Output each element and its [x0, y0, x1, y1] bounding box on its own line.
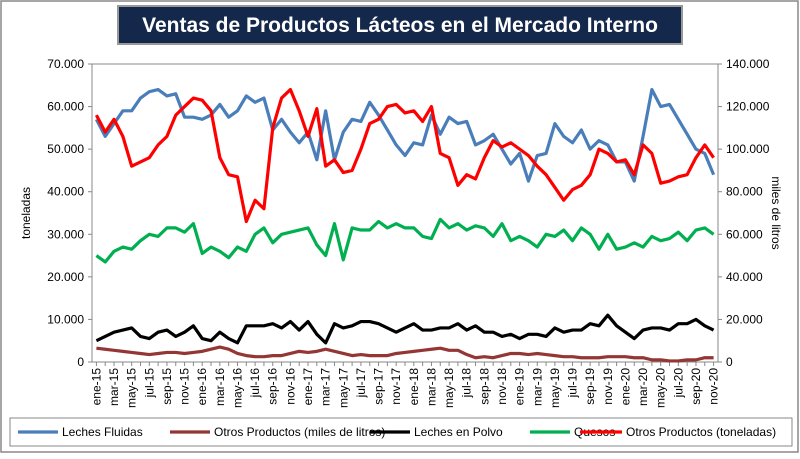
x-tick-label: ene-20	[618, 368, 632, 406]
y2-tick-label: 40.000	[726, 270, 763, 284]
y-tick-label: 20.000	[47, 270, 84, 284]
x-tick-label: jul-16	[248, 368, 262, 399]
x-tick-label: may-17	[336, 368, 350, 408]
x-tick-label: sep-15	[160, 368, 174, 405]
x-tick-label: mar-19	[530, 368, 544, 406]
legend-label: Leches en Polvo	[414, 425, 503, 439]
x-tick-label: may-15	[125, 368, 139, 408]
x-tick-label: ene-15	[89, 368, 103, 406]
x-tick-label: may-16	[230, 368, 244, 408]
y-tick-label: 70.000	[47, 57, 84, 71]
x-tick-label: mar-20	[636, 368, 650, 406]
x-tick-label: ene-17	[301, 368, 315, 406]
x-tick-label: nov-18	[495, 368, 509, 405]
y2-tick-label: 100.000	[726, 142, 770, 156]
x-tick-label: mar-17	[319, 368, 333, 406]
series-line	[94, 87, 715, 224]
y-tick-label: 60.000	[47, 100, 84, 114]
x-tick-label: sep-17	[372, 368, 386, 405]
y-tick-label: 40.000	[47, 185, 84, 199]
x-tick-label: ene-18	[407, 368, 421, 406]
y-tick-label: 30.000	[47, 227, 84, 241]
y2-tick-label: 20.000	[726, 312, 763, 326]
x-tick-label: nov-16	[283, 368, 297, 405]
x-tick-label: mar-15	[107, 368, 121, 406]
x-tick-label: ene-19	[513, 368, 527, 406]
x-tick-label: jul-19	[566, 368, 580, 399]
x-tick-label: may-20	[654, 368, 668, 408]
x-tick-label: sep-18	[477, 368, 491, 405]
series-line	[94, 87, 716, 183]
chart-title: Ventas de Productos Lácteos en el Mercad…	[142, 14, 658, 37]
x-tick-label: jul-17	[354, 368, 368, 399]
y2-tick-label: 120.000	[726, 100, 770, 114]
y-axis-title: toneladas	[19, 187, 33, 239]
x-tick-label: may-18	[442, 368, 456, 408]
y2-tick-label: 0	[726, 355, 733, 369]
y2-tick-label: 140.000	[726, 57, 770, 71]
series-line	[95, 217, 715, 264]
x-tick-label: nov-17	[389, 368, 403, 405]
title-box	[117, 5, 683, 45]
y2-tick-label: 60.000	[726, 227, 763, 241]
legend-label: Otros Productos (toneladas)	[626, 425, 776, 439]
legend-label: Leches Fluidas	[62, 425, 143, 439]
legend-label: Otros Productos (miles de litros)	[214, 425, 385, 439]
x-tick-label: sep-16	[266, 368, 280, 405]
x-tick-label: jul-20	[671, 368, 685, 399]
y-tick-label: 50.000	[47, 142, 84, 156]
x-tick-label: nov-19	[601, 368, 615, 405]
x-tick-label: ene-16	[195, 368, 209, 406]
y-tick-label: 0	[77, 355, 84, 369]
y-tick-label: 10.000	[47, 312, 84, 326]
x-tick-label: mar-18	[424, 368, 438, 406]
x-tick-label: may-19	[548, 368, 562, 408]
x-tick-label: jul-18	[460, 368, 474, 399]
series-line	[96, 345, 714, 363]
x-tick-label: sep-19	[583, 368, 597, 405]
series-line	[95, 313, 715, 345]
x-tick-label: jul-15	[142, 368, 156, 399]
x-tick-label: nov-20	[707, 368, 721, 405]
y2-tick-label: 80.000	[726, 185, 763, 199]
y2-axis-title: miles de litros	[769, 176, 783, 249]
x-tick-label: nov-15	[178, 368, 192, 405]
x-tick-label: mar-16	[213, 368, 227, 406]
x-tick-label: sep-20	[689, 368, 703, 405]
